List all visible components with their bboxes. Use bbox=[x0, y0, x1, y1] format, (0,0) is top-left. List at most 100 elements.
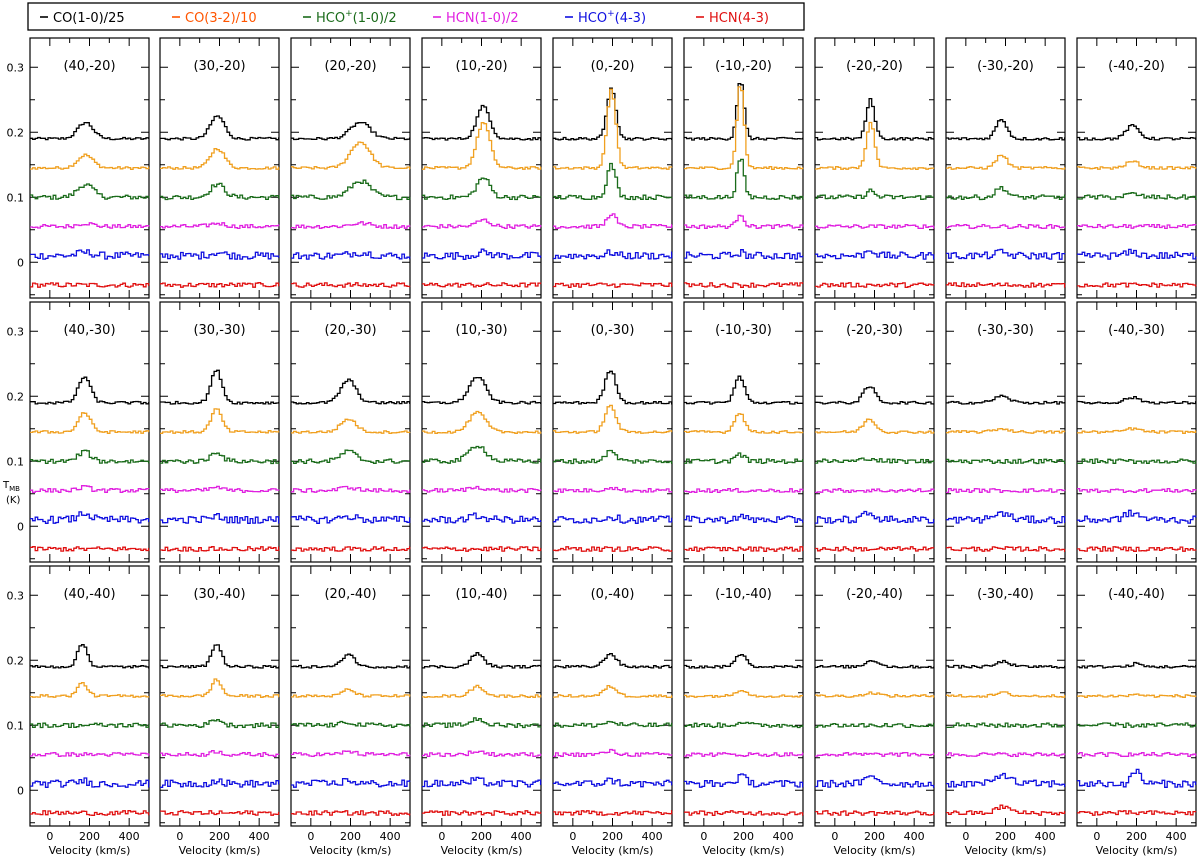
x-tick-label: 400 bbox=[119, 830, 140, 843]
x-tick-label: 200 bbox=[340, 830, 361, 843]
x-tick-label: 200 bbox=[209, 830, 230, 843]
spectrum-panel: (20,-30) bbox=[290, 301, 411, 563]
panel-label: (40,-30) bbox=[63, 323, 115, 338]
spectrum-line bbox=[1077, 693, 1197, 698]
spectrum-panel: (30,-30) bbox=[159, 301, 280, 563]
panel-label: (-10,-20) bbox=[715, 59, 772, 74]
spectrum-line bbox=[553, 777, 673, 788]
spectrum-line bbox=[30, 644, 150, 669]
spectrum-panel: (-40,-30) bbox=[1076, 301, 1197, 563]
spectrum-line bbox=[946, 458, 1066, 465]
spectrum-line bbox=[30, 282, 150, 288]
spectrum-line bbox=[553, 449, 673, 465]
spectrum-line bbox=[291, 653, 411, 669]
legend-entry: HCN(1-0)/2 bbox=[433, 11, 519, 26]
spectrum-line bbox=[1077, 395, 1197, 405]
spectrum-line bbox=[422, 122, 542, 170]
spectrum-line bbox=[160, 719, 280, 729]
x-tick-label: 400 bbox=[642, 830, 663, 843]
spectrum-line bbox=[946, 722, 1066, 729]
spectrum-line bbox=[160, 408, 280, 434]
spectrum-line bbox=[684, 249, 804, 260]
x-tick-label: 0 bbox=[1093, 830, 1100, 843]
spectrum-line bbox=[30, 449, 150, 465]
x-tick-label: 200 bbox=[1126, 830, 1147, 843]
panel-label: (20,-30) bbox=[324, 323, 376, 338]
spectrum-line bbox=[422, 652, 542, 669]
spectrum-line bbox=[422, 546, 542, 552]
spectrum-line bbox=[684, 158, 804, 200]
spectrum-line bbox=[291, 121, 411, 141]
spectrum-line bbox=[291, 141, 411, 170]
spectrum-line bbox=[422, 218, 542, 230]
spectrum-line bbox=[553, 282, 673, 288]
y-axis-label-symbol: T bbox=[2, 480, 10, 491]
spectrum-line bbox=[30, 376, 150, 405]
y-axis-label-unit: (K) bbox=[6, 495, 20, 506]
spectrum-line bbox=[815, 121, 935, 170]
spectrum-line bbox=[30, 121, 150, 141]
spectrum-line bbox=[1077, 192, 1197, 200]
spectrum-panel: 0 0.1 0.2 0.3 (40,-30) bbox=[7, 301, 150, 563]
panel-label: (-40,-30) bbox=[1108, 323, 1165, 338]
x-axis-label: Velocity (km/s) bbox=[1096, 844, 1178, 857]
spectrum-line bbox=[1077, 509, 1197, 524]
spectrum-line bbox=[422, 445, 542, 464]
spectrum-line bbox=[422, 248, 542, 260]
panel-label: (-20,-20) bbox=[846, 59, 903, 74]
spectrum-line bbox=[160, 512, 280, 524]
legend-entry: HCO+(1-0)/2 bbox=[303, 9, 397, 26]
spectrum-line bbox=[815, 810, 935, 816]
spectrum-line bbox=[422, 485, 542, 493]
x-tick-label: 400 bbox=[249, 830, 270, 843]
panel-label: (30,-20) bbox=[193, 59, 245, 74]
spectrum-line bbox=[291, 221, 411, 230]
spectrum-line bbox=[30, 810, 150, 816]
legend-label-sup: + bbox=[345, 9, 353, 19]
spectrum-line bbox=[684, 654, 804, 669]
spectrum-line bbox=[946, 154, 1066, 170]
spectrum-line bbox=[160, 369, 280, 405]
spectrum-line bbox=[160, 485, 280, 494]
panel-label: (20,-20) bbox=[324, 59, 376, 74]
spectrum-line bbox=[1077, 160, 1197, 170]
spectrum-panel: (20,-20) bbox=[290, 37, 411, 299]
legend-entry: CO(3-2)/10 bbox=[172, 11, 257, 26]
spectrum-line bbox=[684, 513, 804, 524]
panel-label: (40,-40) bbox=[63, 587, 115, 602]
spectrum-line bbox=[815, 188, 934, 200]
spectrum-line bbox=[291, 485, 411, 493]
spectrum-line bbox=[160, 678, 280, 698]
legend-label-part: HCO bbox=[316, 11, 345, 26]
spectrum-line bbox=[815, 691, 935, 698]
spectrum-line bbox=[815, 224, 935, 230]
spectrum-line bbox=[815, 546, 935, 552]
spectrum-line bbox=[1077, 722, 1197, 728]
legend-label-part: HCO bbox=[578, 11, 607, 26]
panel-label: (30,-40) bbox=[193, 587, 245, 602]
spectrum-line bbox=[30, 249, 150, 260]
spectrum-line bbox=[291, 418, 411, 434]
spectrum-line bbox=[291, 179, 411, 201]
legend-entry: CO(1-0)/25 bbox=[40, 11, 125, 26]
spectrum-line bbox=[160, 810, 280, 816]
spectrum-line bbox=[30, 153, 150, 170]
panel-label: (40,-20) bbox=[63, 59, 115, 74]
x-tick-label: 400 bbox=[773, 830, 794, 843]
spectrum-line bbox=[946, 428, 1066, 434]
panel-label: (-40,-40) bbox=[1108, 587, 1165, 602]
spectrum-line bbox=[553, 213, 673, 230]
spectrum-line bbox=[291, 777, 411, 788]
legend-label-part: (4-3) bbox=[615, 11, 646, 26]
spectrum-line bbox=[1077, 458, 1197, 465]
spectrum-line bbox=[422, 104, 542, 141]
spectrum-line bbox=[1077, 223, 1197, 230]
spectrum-line bbox=[422, 376, 542, 405]
spectrum-line bbox=[553, 162, 673, 201]
spectrum-line bbox=[291, 720, 411, 728]
spectrum-line bbox=[422, 717, 542, 729]
spectrum-panel: (-10,-30) bbox=[683, 301, 804, 563]
